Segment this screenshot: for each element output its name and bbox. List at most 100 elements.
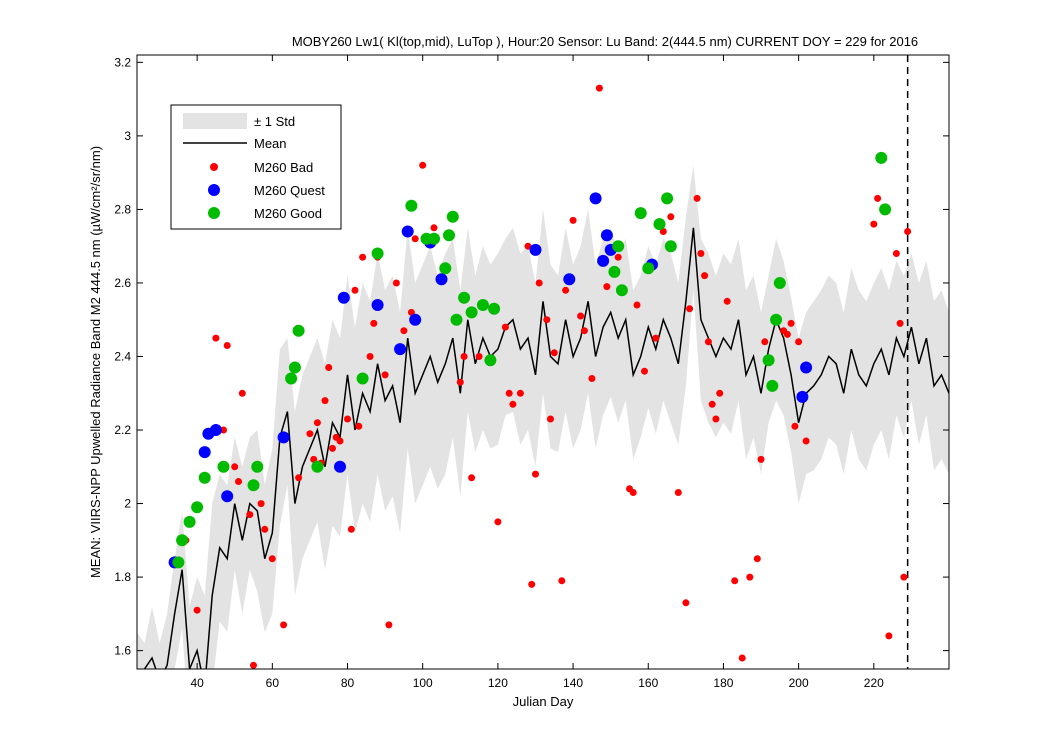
good-point	[773, 277, 786, 289]
good-point	[770, 313, 783, 326]
bad-point	[347, 525, 355, 533]
bad-point	[704, 338, 712, 346]
bad-point	[746, 573, 754, 581]
legend-label-quest: M260 Quest	[254, 183, 325, 198]
bad-point	[468, 474, 476, 482]
bad-point	[246, 511, 254, 519]
bad-point	[569, 216, 577, 224]
good-point	[292, 324, 305, 337]
bad-point	[674, 489, 682, 496]
bad-point	[231, 463, 239, 471]
bad-point	[359, 253, 367, 261]
bad-point	[193, 606, 201, 614]
y-tick-label: 2.6	[114, 276, 131, 290]
good-point	[762, 354, 775, 367]
bad-point	[697, 250, 705, 257]
y-tick-label: 3.2	[114, 55, 131, 69]
good-point	[446, 210, 459, 223]
x-tick-label: 180	[713, 676, 733, 690]
bad-point	[787, 319, 795, 327]
bad-point	[268, 555, 276, 563]
y-tick-label: 1.8	[114, 570, 131, 584]
bad-point	[885, 632, 893, 640]
bad-point	[295, 474, 303, 482]
bad-point	[577, 312, 585, 320]
bad-point	[874, 194, 882, 202]
good-point	[484, 354, 497, 367]
bad-point	[682, 599, 690, 607]
bad-point	[562, 286, 570, 294]
x-tick-label: 80	[341, 676, 355, 690]
y-tick-label: 1.6	[114, 644, 131, 658]
bad-point	[547, 415, 554, 423]
quest-point	[221, 490, 234, 503]
quest-point	[600, 229, 613, 242]
bad-point	[524, 242, 532, 250]
std-band	[137, 165, 949, 669]
y-tick-label: 2	[124, 497, 131, 511]
bad-point	[430, 224, 438, 232]
bad-point	[344, 415, 351, 423]
bad-point	[456, 378, 464, 386]
quest-point	[337, 291, 350, 304]
y-tick-label: 2.4	[114, 349, 131, 363]
bad-point	[757, 455, 765, 463]
legend-label-good: M260 Good	[254, 206, 322, 221]
y-tick-label: 2.2	[114, 423, 131, 437]
x-tick-label: 160	[638, 676, 658, 690]
good-point	[371, 247, 384, 260]
bad-point	[731, 577, 739, 585]
good-point	[615, 284, 628, 297]
bad-point	[753, 555, 761, 563]
legend: ± 1 Std Mean M260 Bad M260 Quest M260 Go…	[170, 104, 342, 230]
bad-point	[370, 319, 378, 327]
bad-point	[761, 338, 769, 346]
good-point	[653, 218, 666, 231]
quest-point	[401, 225, 414, 238]
bad-point	[306, 430, 314, 438]
good-point	[217, 460, 230, 473]
good-point	[608, 265, 621, 278]
good-point	[251, 460, 264, 473]
bad-point	[223, 342, 231, 349]
bad-point	[738, 654, 746, 662]
good-point	[405, 199, 418, 212]
x-tick-label: 120	[488, 676, 508, 690]
x-tick-label: 140	[563, 676, 583, 690]
good-point	[488, 302, 501, 315]
bad-point	[411, 235, 419, 243]
x-axis-title: Julian Day	[513, 694, 574, 709]
bad-point	[652, 334, 660, 342]
good-point	[642, 262, 655, 275]
x-tick-label: 40	[190, 676, 204, 690]
quest-point	[796, 390, 809, 403]
bad-point	[366, 353, 374, 360]
bad-point	[614, 253, 622, 261]
good-point	[875, 151, 888, 164]
x-tick-label: 60	[266, 676, 280, 690]
good-point	[661, 192, 674, 205]
bad-point	[475, 353, 483, 360]
legend-quest-marker	[208, 184, 220, 196]
bad-point	[588, 375, 596, 382]
bad-point	[595, 84, 603, 92]
bad-point	[791, 422, 799, 430]
quest-point	[800, 361, 813, 374]
bad-point	[532, 470, 539, 478]
bad-point	[235, 478, 242, 485]
bad-point	[501, 323, 509, 331]
bad-point	[336, 437, 344, 445]
good-point	[172, 556, 185, 569]
good-point	[285, 372, 298, 385]
bad-point	[712, 415, 720, 423]
bad-point	[535, 279, 543, 287]
legend-std-swatch	[183, 113, 247, 129]
good-point	[664, 240, 677, 253]
bad-point	[261, 525, 269, 533]
good-point	[176, 534, 189, 547]
quest-point	[198, 446, 211, 459]
bad-point	[708, 400, 716, 408]
data-points	[168, 84, 912, 669]
bad-point	[870, 220, 878, 228]
bad-point	[629, 489, 637, 496]
